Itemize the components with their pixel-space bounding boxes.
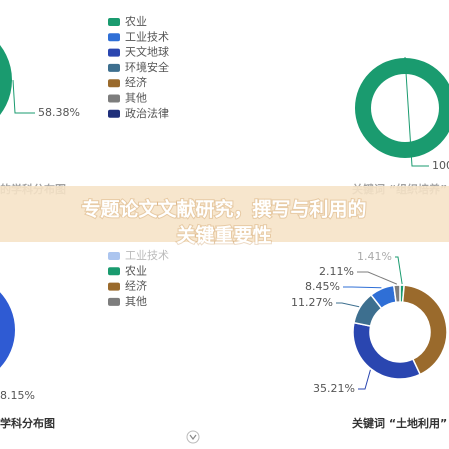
banner-line: 专题论文文献研究，撰写与利用的 xyxy=(81,198,366,221)
legend-label: 其他 xyxy=(125,295,147,308)
leader-line xyxy=(358,369,371,390)
value-label: 1.41% xyxy=(357,250,392,263)
legend-label: 农业 xyxy=(125,14,147,28)
value-label: 8.45% xyxy=(305,280,340,293)
legend-swatch xyxy=(108,48,120,57)
ring-track xyxy=(0,292,15,368)
legend-label: 工业技术 xyxy=(125,30,169,43)
value-label: 100 xyxy=(432,159,449,172)
legend-label: 经济 xyxy=(125,279,147,293)
value-label: 58.38% xyxy=(38,106,80,119)
value-label: 8.15% xyxy=(0,389,35,402)
legend-swatch xyxy=(108,109,120,118)
value-label: 11.27% xyxy=(291,296,333,309)
legend-swatch xyxy=(108,267,120,276)
legend-swatch xyxy=(108,252,120,260)
donut-slice xyxy=(352,321,422,380)
legend-swatch xyxy=(108,18,120,26)
legend-label: 农业 xyxy=(125,263,147,277)
chart-title: 关键词 “土地利用” xyxy=(352,416,447,430)
legend-label: 环境安全 xyxy=(125,60,169,74)
chart-title: 学科分布图 xyxy=(0,416,55,430)
leader-line xyxy=(12,80,35,114)
donut-slice xyxy=(0,45,13,115)
leader-line xyxy=(404,56,429,167)
leader-line xyxy=(395,256,403,285)
legend-label: 天文地球 xyxy=(125,45,169,59)
leader-line xyxy=(336,302,360,308)
legend-swatch xyxy=(108,79,120,88)
banner xyxy=(0,186,449,242)
legend-label: 政治法律 xyxy=(125,106,169,120)
legend-swatch xyxy=(108,94,120,103)
legend-label: 经济 xyxy=(125,75,147,89)
legend-swatch xyxy=(108,63,120,72)
donut-slice xyxy=(392,284,401,304)
donut-slice xyxy=(355,58,449,158)
banner-line: 关键重要性 xyxy=(176,224,271,247)
legend-label: 工业技术 xyxy=(125,249,169,262)
legend-swatch xyxy=(108,282,120,291)
scroll-arrow xyxy=(189,434,197,440)
legend-swatch xyxy=(108,33,120,42)
leader-line xyxy=(343,286,382,289)
value-label: 35.21% xyxy=(313,382,355,395)
value-label: 2.11% xyxy=(319,265,354,278)
legend-swatch xyxy=(108,297,120,306)
legend-label: 其他 xyxy=(125,92,147,105)
leader-line xyxy=(357,271,398,285)
scroll-icon[interactable] xyxy=(186,430,200,444)
